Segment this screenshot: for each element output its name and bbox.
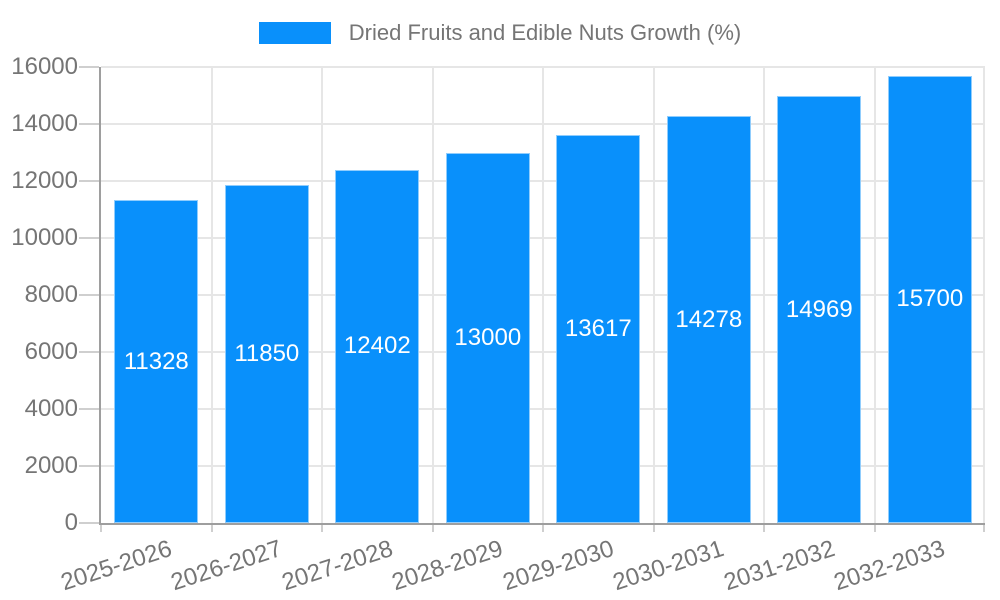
y-axis-label: 2000 [24,452,78,479]
y-tick [79,351,99,353]
y-axis-label: 4000 [24,395,78,422]
y-axis-label: 12000 [11,167,78,194]
bar[interactable]: 11328 [114,200,199,523]
x-grid-line [542,67,544,523]
bar-value-label: 11850 [234,340,300,368]
bar-value-label: 14969 [785,295,853,323]
y-axis-label: 8000 [24,281,78,308]
bar-value-label: 12402 [343,332,411,360]
y-tick [79,180,99,182]
y-axis-line [99,67,101,525]
x-axis-label: 2030-2031 [609,535,728,597]
bar[interactable]: 15700 [887,75,972,523]
x-tick [542,523,544,532]
x-tick [983,523,985,532]
x-axis-label: 2032-2033 [830,535,949,597]
bar[interactable]: 13000 [445,152,530,523]
y-tick [79,465,99,467]
legend-label: Dried Fruits and Edible Nuts Growth (%) [348,20,742,45]
x-axis-label: 2028-2029 [388,535,507,597]
bar[interactable]: 14278 [666,116,751,523]
x-grid-line [653,67,655,523]
legend-swatch [258,22,331,44]
x-axis-line [101,523,985,525]
x-axis-label: 2029-2030 [499,535,617,597]
y-tick [79,522,99,524]
y-tick [79,123,99,125]
x-grid-line [432,67,434,523]
bar[interactable]: 13617 [556,134,641,523]
x-grid-line [983,67,985,523]
bar-value-label: 13000 [454,323,522,351]
x-tick [653,523,655,532]
bar-value-label: 15700 [896,285,964,313]
x-axis-label: 2026-2027 [167,535,286,597]
x-grid-line [211,67,213,523]
x-axis-label: 2031-2032 [720,535,838,597]
x-tick [763,523,765,532]
x-tick [321,523,323,532]
x-tick [432,523,434,532]
bar[interactable]: 12402 [335,169,420,523]
bar-value-label: 14278 [675,305,743,333]
bar[interactable]: 14969 [777,96,862,523]
y-tick [79,66,99,68]
bar[interactable]: 11850 [224,185,309,523]
x-axis-label: 2025-2026 [57,535,175,597]
y-tick [79,237,99,239]
bar-value-label: 13617 [564,314,632,342]
y-axis-label: 6000 [24,338,78,365]
y-axis-label: 0 [64,509,78,536]
y-axis-label: 14000 [11,110,78,137]
x-axis-label: 2027-2028 [278,535,396,597]
x-tick [100,523,102,532]
y-axis-label: 16000 [11,53,78,80]
bar-value-label: 11328 [123,347,189,375]
x-grid-line [874,67,876,523]
x-grid-line [763,67,765,523]
x-tick [874,523,876,532]
y-tick [79,408,99,410]
x-grid-line [321,67,323,523]
legend-item[interactable]: Dried Fruits and Edible Nuts Growth (%) [0,20,1000,46]
y-axis-label: 10000 [11,224,78,251]
x-tick [211,523,213,532]
plot-area: 0 2000 4000 6000 8000 10000 12000 14000 16000 113… [11,53,985,596]
y-tick [79,294,99,296]
